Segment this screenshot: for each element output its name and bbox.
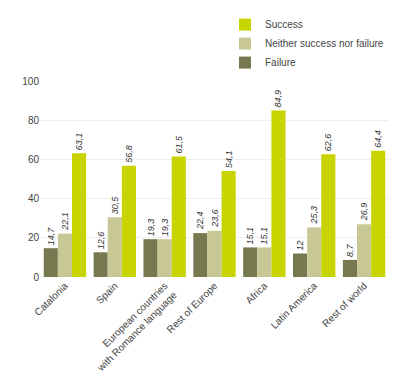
svg-text:12: 12 [295, 240, 305, 250]
svg-text:22,4: 22,4 [195, 212, 205, 231]
svg-text:19,3: 19,3 [146, 219, 156, 237]
svg-text:12,6: 12,6 [96, 232, 106, 250]
svg-text:80: 80 [28, 115, 40, 126]
svg-text:Africa: Africa [243, 280, 269, 306]
svg-text:40: 40 [28, 193, 40, 204]
svg-text:60: 60 [28, 154, 40, 165]
svg-text:26,9: 26,9 [359, 203, 369, 222]
svg-text:Rest of Europe: Rest of Europe [164, 280, 219, 335]
svg-text:84,9: 84,9 [273, 90, 283, 108]
svg-text:54,1: 54,1 [224, 150, 234, 168]
svg-text:Neither success nor failure: Neither success nor failure [265, 38, 384, 49]
svg-text:Rest of world: Rest of world [320, 280, 369, 329]
svg-text:15,1: 15,1 [245, 227, 255, 245]
svg-text:100: 100 [22, 76, 39, 87]
svg-text:Catalonia: Catalonia [32, 280, 70, 318]
svg-text:23,6: 23,6 [210, 209, 220, 228]
svg-text:56,8: 56,8 [124, 145, 134, 163]
svg-text:Failure: Failure [265, 57, 296, 68]
svg-text:Success: Success [265, 19, 303, 30]
svg-text:15,1: 15,1 [259, 227, 269, 245]
svg-text:14,7: 14,7 [46, 227, 56, 246]
svg-text:63,1: 63,1 [74, 133, 84, 151]
svg-text:Latin America: Latin America [269, 280, 320, 331]
svg-text:62,6: 62,6 [323, 134, 333, 152]
svg-text:0: 0 [33, 272, 39, 283]
svg-text:Spain: Spain [94, 280, 120, 306]
svg-text:19,3: 19,3 [160, 219, 170, 237]
svg-text:61,5: 61,5 [174, 135, 184, 154]
svg-text:64,4: 64,4 [373, 130, 383, 148]
svg-text:25,3: 25,3 [309, 206, 319, 225]
svg-text:European countrieswith Romance: European countrieswith Romance language [85, 280, 179, 374]
svg-text:22,1: 22,1 [60, 212, 70, 231]
svg-text:8,7: 8,7 [345, 243, 355, 257]
svg-text:30,5: 30,5 [110, 196, 120, 215]
svg-text:20: 20 [28, 232, 40, 243]
